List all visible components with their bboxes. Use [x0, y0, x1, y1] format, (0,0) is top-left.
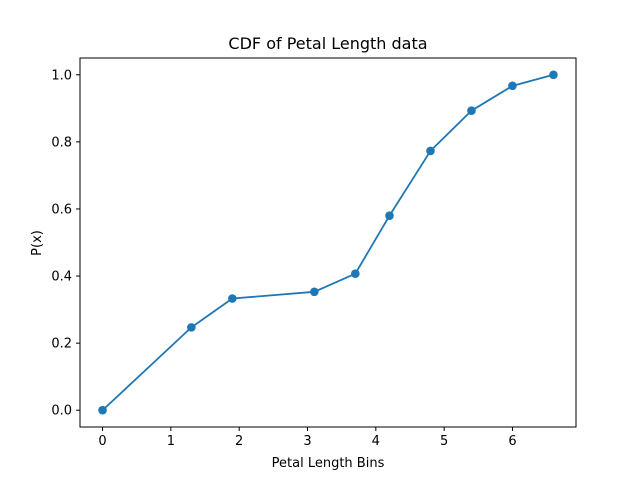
x-axis-ticks: 0 1 2 3 4 5 6	[98, 427, 517, 449]
y-tick-label: 1.0	[51, 68, 72, 83]
y-axis-ticks: 0.0 0.2 0.4 0.6 0.8 1.0	[51, 68, 80, 419]
data-point	[508, 81, 517, 91]
series-layer	[98, 70, 558, 415]
x-tick-label: 3	[303, 434, 311, 449]
chart-title: CDF of Petal Length data	[228, 34, 427, 53]
plot-area	[79, 57, 577, 428]
x-tick-label: 5	[440, 434, 448, 449]
data-point	[351, 269, 360, 278]
series-line	[101, 73, 554, 411]
data-point	[426, 146, 435, 156]
data-point	[98, 405, 107, 415]
plot-frame	[79, 57, 577, 428]
data-point	[549, 70, 558, 80]
x-tick-label: 1	[167, 434, 175, 449]
y-tick-label: 0.0	[51, 404, 72, 419]
x-tick-label: 4	[372, 434, 380, 449]
x-tick-label: 6	[508, 434, 516, 449]
y-tick-label: 0.8	[51, 135, 72, 150]
data-point	[187, 323, 196, 332]
data-point	[310, 287, 319, 297]
data-point	[228, 294, 237, 303]
y-axis-label: P(x)	[30, 230, 45, 256]
data-point	[467, 106, 476, 115]
x-tick-label: 2	[235, 434, 243, 449]
data-point	[385, 211, 394, 220]
x-axis-label: Petal Length Bins	[272, 456, 385, 471]
y-tick-label: 0.6	[51, 202, 72, 217]
y-tick-label: 0.4	[51, 270, 72, 285]
x-tick-label: 0	[98, 434, 106, 449]
y-tick-label: 0.2	[51, 337, 72, 352]
